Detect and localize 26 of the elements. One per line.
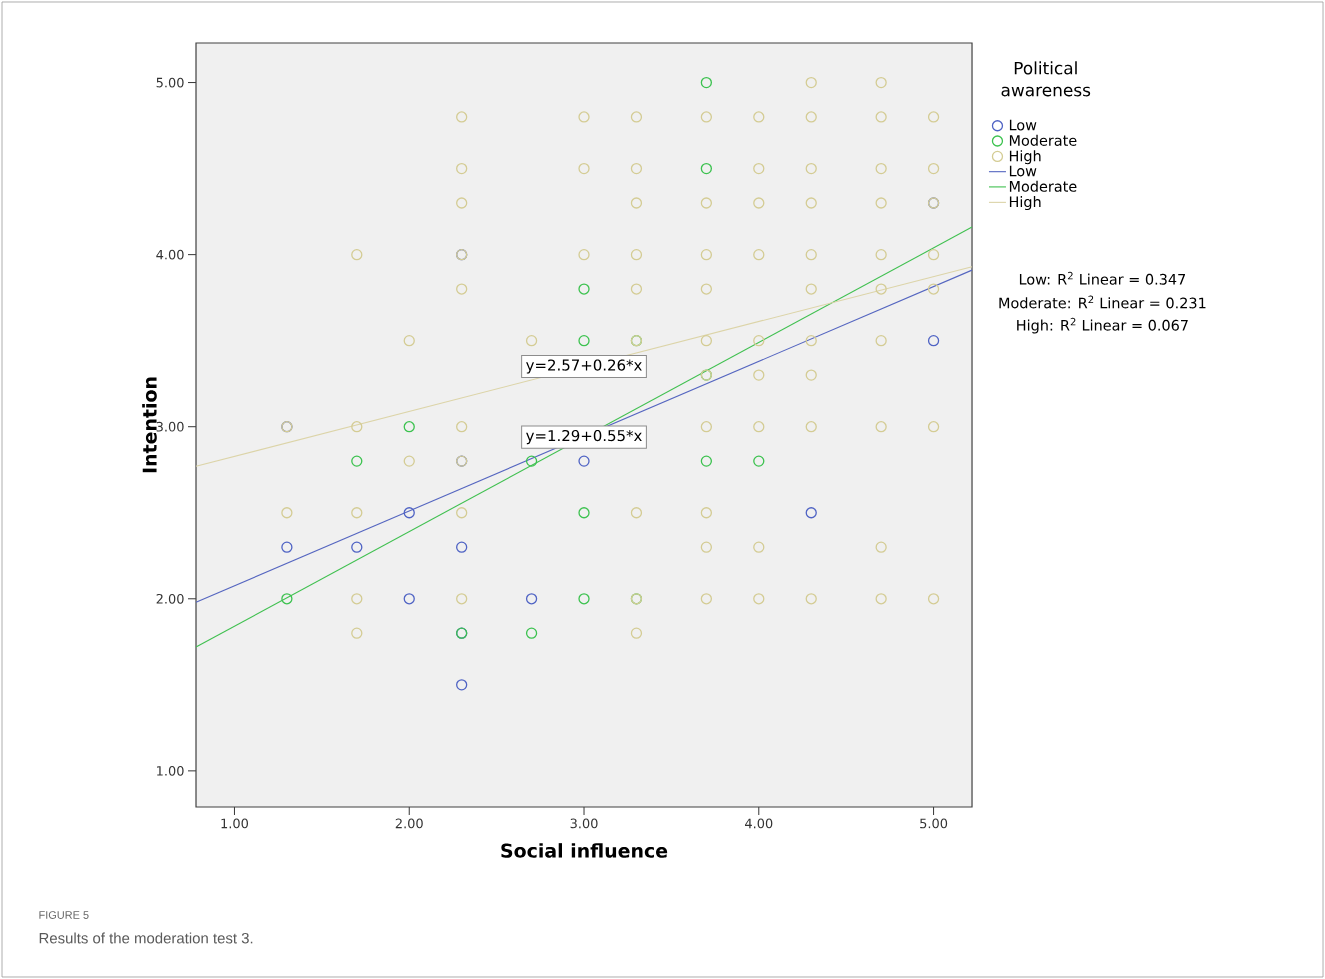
legend-title: Political awareness [1001,61,1091,97]
text: FIGURE 5 [39,911,89,919]
y-tick-label: 3.00 [156,421,184,432]
annotation: y=1.29+0.55*x [526,429,642,445]
text: Low: R$^{2}$ Linear = 0.347 [1019,271,1186,285]
y-tick-label: 5.00 [156,77,184,88]
y-tick-label: 2.00 [156,593,184,604]
x-tick-label: 5.00 [920,818,948,829]
legend-label: Moderate [1009,134,1077,146]
legend-label: High [1009,150,1041,165]
text: Moderate: R$^{2}$ Linear = 0.231 [999,295,1206,309]
x-tick-label: 4.00 [745,818,773,829]
x-axis-title: Social influence [501,843,668,858]
text: High: R$^{2}$ Linear = 0.067 [1017,317,1188,334]
legend-label: Moderate [1009,180,1077,192]
legend-label: Low [1009,119,1037,131]
y-axis-title: Intention [142,377,157,473]
legend-label: High [1009,196,1041,211]
legend-label: Low [1009,165,1037,177]
annotation: y=2.57+0.26*x [526,359,642,374]
y-tick-label: 1.00 [157,765,184,776]
x-tick-label: 1.00 [221,818,249,829]
y-tick-label: 4.00 [156,249,184,260]
x-tick-label: 2.00 [395,818,423,829]
text: Results of the moderation test 3. [39,932,253,944]
x-tick-label: 3.00 [570,818,598,829]
